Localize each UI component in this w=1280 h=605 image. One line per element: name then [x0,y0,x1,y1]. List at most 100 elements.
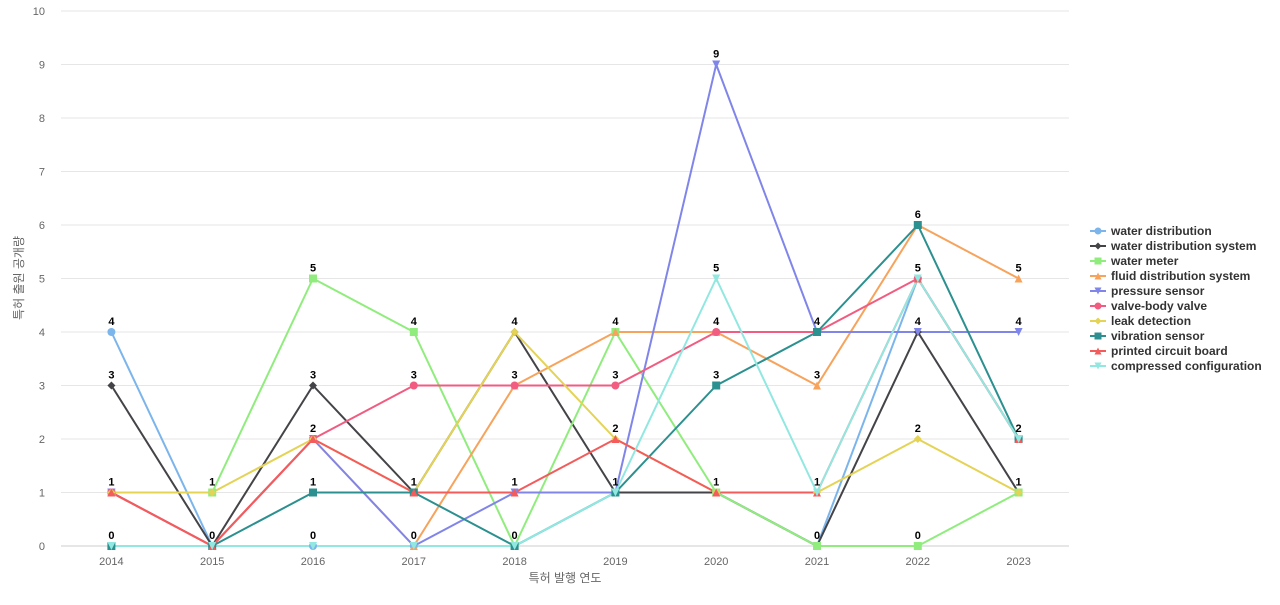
data-labels: 4 3 1 0 1 0 5 3 2 1 0 4 3 1 0 4 3 1 0 4 3 2 1 9 5 4 3 1 4 3 1 0 6 5 4 2 0 5 4 2… [108,49,1022,543]
data-point-marker [712,274,721,283]
legend-label: valve-body valve [1111,299,1207,313]
data-label: 3 [612,370,618,382]
data-point-marker [611,488,620,497]
x-tick-label: 2022 [906,556,930,568]
data-point-marker [813,542,821,550]
x-tick-label: 2020 [704,556,728,568]
data-point-marker [309,488,317,497]
data-point-marker [107,381,116,390]
legend-item[interactable]: leak detection [1090,314,1191,328]
data-label: 1 [612,477,618,489]
data-label: 1 [713,477,719,489]
y-tick-label: 0 [39,541,45,553]
data-point-marker [913,328,922,336]
data-point-marker [409,381,418,390]
data-label: 0 [512,530,518,542]
legend-marker [1094,242,1102,250]
y-tick-label: 6 [39,220,45,232]
data-label: 3 [411,370,417,382]
legend-label: vibration sensor [1111,329,1205,343]
data-point-marker [309,435,317,443]
x-tick-label: 2021 [805,556,829,568]
series-line [110,277,1020,547]
y-tick-label: 7 [39,167,45,179]
data-label: 5 [915,263,921,275]
data-label: 4 [411,316,418,328]
series-line [110,331,1020,494]
data-label: 0 [915,530,921,542]
data-point-marker [913,221,922,229]
legend-item[interactable]: fluid distribution system [1090,269,1250,283]
legend-item[interactable]: water distribution system [1090,239,1256,253]
legend-marker [1094,287,1102,295]
data-label: 1 [814,477,820,489]
data-label: 1 [310,477,316,489]
data-label: 0 [814,530,820,542]
series-line [110,277,1020,547]
data-point-marker [913,274,922,283]
data-label: 3 [713,370,719,382]
legend-marker [1094,362,1102,370]
data-label: 2 [310,423,316,435]
data-point-marker [913,542,922,550]
y-axis-ticks: 0 1 2 3 4 5 6 7 8 9 10 [33,6,45,553]
data-label: 1 [512,477,518,489]
data-label: 1 [108,477,114,489]
legend-item[interactable]: printed circuit board [1090,344,1228,358]
legend-label: water distribution system [1110,239,1256,253]
series-markers [107,60,1023,550]
legend-marker [1094,227,1102,235]
data-point-marker [611,435,620,443]
data-label: 0 [108,530,114,542]
x-axis-title: 특허 발행 연도 [529,570,602,585]
y-tick-label: 3 [39,381,45,393]
y-tick-label: 8 [39,113,45,125]
data-point-marker [107,488,116,497]
data-label: 5 [310,263,316,275]
legend-item[interactable]: water distribution [1090,224,1212,238]
y-tick-label: 10 [33,6,45,18]
data-point-marker [510,328,519,336]
y-tick-label: 5 [39,274,45,286]
legend-item[interactable]: vibration sensor [1090,329,1205,343]
legend-item[interactable]: compressed configuration [1090,359,1262,373]
y-tick-label: 2 [39,434,45,446]
data-label: 9 [713,49,719,61]
data-label: 3 [814,370,820,382]
data-label: 4 [1016,316,1023,328]
data-label: 2 [915,423,921,435]
data-label: 1 [411,477,417,489]
y-tick-label: 9 [39,60,45,72]
legend-label: leak detection [1111,314,1191,328]
legend-item[interactable]: water meter [1090,254,1179,268]
data-label: 0 [411,530,417,542]
data-label: 0 [209,530,215,542]
data-label: 3 [108,370,114,382]
y-tick-label: 4 [39,327,45,339]
data-label: 1 [209,477,215,489]
data-point-marker [913,435,922,443]
x-tick-label: 2019 [603,556,627,568]
grid-lines [61,10,1069,547]
legend-marker [1094,347,1102,355]
data-point-marker [1014,435,1023,443]
data-point-marker [309,381,317,390]
x-tick-label: 2016 [301,556,325,568]
data-label: 4 [814,316,821,328]
data-point-marker [712,60,721,69]
data-point-marker [409,328,418,336]
data-point-marker [208,488,217,497]
data-point-marker [813,381,821,390]
x-tick-label: 2014 [99,556,123,568]
data-label: 4 [512,316,519,328]
legend-item[interactable]: pressure sensor [1090,284,1205,298]
data-point-marker [107,328,116,336]
data-point-marker [1014,328,1023,336]
data-label: 0 [310,530,316,542]
legend-marker [1094,317,1102,325]
legend-item[interactable]: valve-body valve [1090,299,1207,313]
data-point-marker [309,274,317,283]
